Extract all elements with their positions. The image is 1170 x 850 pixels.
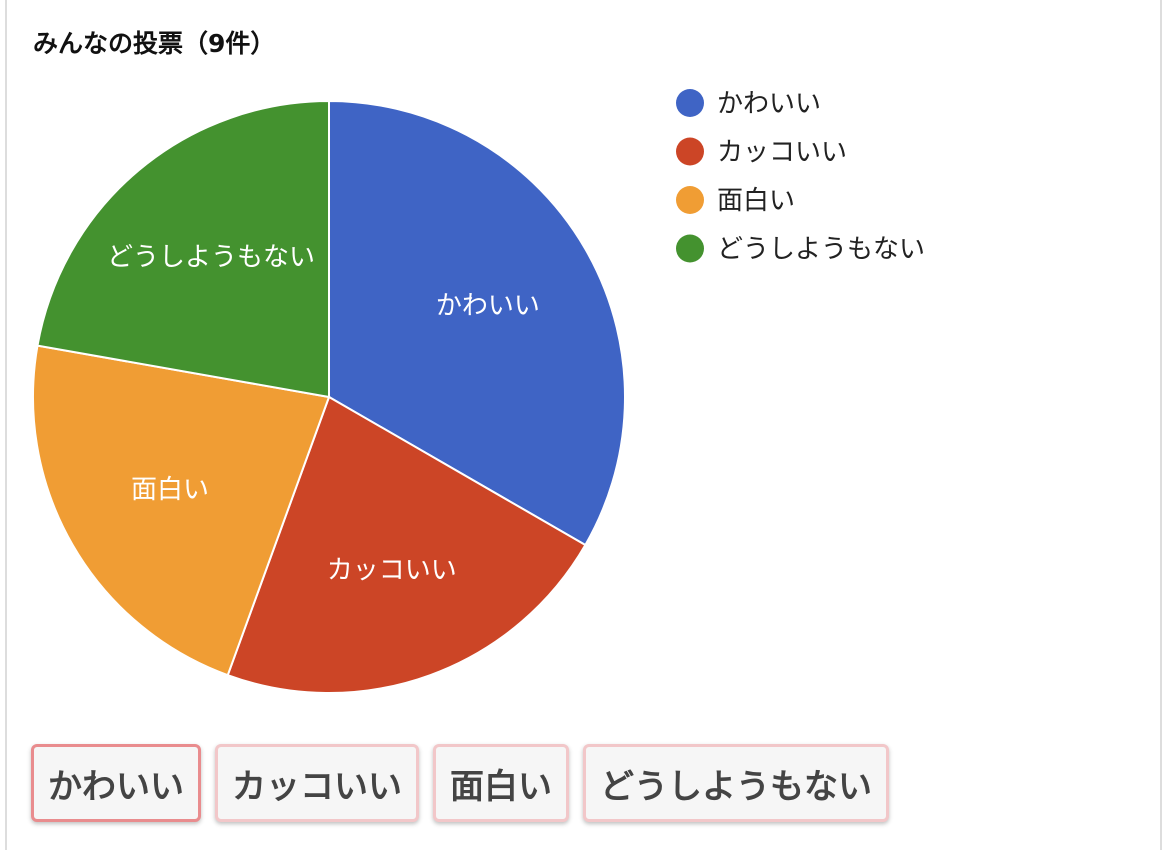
slice-label: 面白い — [131, 475, 209, 505]
pie-slice — [226, 395, 587, 694]
button-row: かわいい カッコいい 面白い どうしようもない — [31, 744, 889, 822]
legend-label: かわいい — [717, 89, 821, 119]
vote-button[interactable]: どうしようもない — [583, 744, 889, 822]
vote-button[interactable]: カッコいい — [215, 744, 419, 822]
pie-slice — [36, 99, 330, 399]
legend-swatch — [676, 89, 704, 117]
pie-slice — [328, 99, 627, 547]
card: みんなの投票（9件） かわいい カッコいい 面白い どうしようもない かわいい カッコいい… — [5, 0, 1162, 850]
chart-title: みんなの投票（9件） — [33, 29, 275, 58]
legend-label: カッコいい — [717, 138, 847, 168]
slice-label: カッコいい — [327, 555, 457, 585]
slice-label: かわいい — [436, 291, 540, 321]
legend-swatch — [676, 234, 704, 263]
vote-button[interactable]: 面白い — [433, 744, 569, 822]
vote-button[interactable]: かわいい — [31, 744, 201, 822]
legend-swatch — [676, 137, 704, 166]
legend-label: どうしようもない — [717, 235, 925, 265]
chart: みんなの投票（9件） かわいいカッコいい面白いどうしようもないかわいいカッコいい… — [32, 29, 925, 694]
pie-slice — [32, 344, 331, 677]
legend-swatch — [676, 186, 704, 214]
slice-label: どうしようもない — [107, 242, 315, 272]
legend-label: 面白い — [717, 186, 795, 216]
